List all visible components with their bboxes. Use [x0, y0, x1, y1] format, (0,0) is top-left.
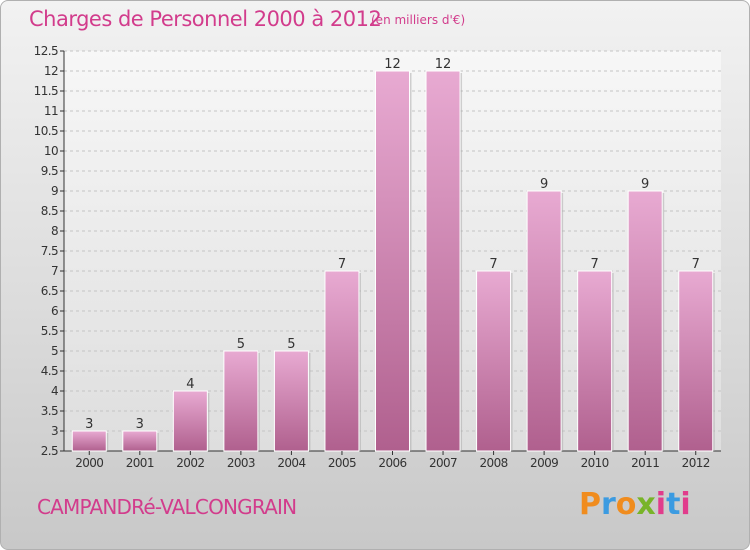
y-tick-label: 7.5 [41, 244, 58, 258]
data-label: 5 [287, 337, 295, 352]
x-tick-label: 2007 [429, 456, 457, 470]
data-label: 4 [186, 377, 194, 392]
bar [273, 350, 309, 452]
bar [71, 430, 107, 452]
bar [375, 70, 410, 452]
data-label: 12 [384, 57, 401, 72]
x-tick-label: 2010 [581, 456, 609, 470]
data-label: 7 [489, 257, 497, 272]
bar [122, 430, 158, 452]
y-tick-label: 6 [51, 304, 58, 318]
proxiti-logo: Proxiti [579, 487, 691, 522]
y-tick-label: 4.5 [41, 364, 58, 378]
data-label: 9 [540, 177, 548, 192]
x-tick-label: 2004 [277, 456, 305, 470]
x-tick-label: 2011 [631, 456, 659, 470]
logo-letter: r [601, 487, 616, 522]
y-tick-label: 2.5 [41, 444, 58, 458]
chart-unit: (en milliers d'€) [371, 13, 466, 27]
logo-letter: x [636, 487, 656, 522]
bar [627, 190, 663, 452]
y-tick-label: 4 [51, 384, 58, 398]
y-tick-label: 6.5 [41, 284, 58, 298]
data-label: 5 [237, 337, 245, 352]
bar [172, 390, 208, 452]
x-tick-label: 2009 [530, 456, 558, 470]
y-tick-label: 10 [44, 144, 58, 158]
data-label: 7 [692, 257, 700, 272]
x-tick-label: 2001 [126, 456, 154, 470]
y-tick-label: 10.5 [34, 124, 58, 138]
bar [526, 190, 562, 452]
x-tick-label: 2005 [328, 456, 356, 470]
x-tick-label: 2002 [176, 456, 204, 470]
chart-title: Charges de Personnel 2000 à 2012 [29, 7, 382, 31]
y-tick-label: 3.5 [41, 404, 58, 418]
x-tick-label: 2008 [480, 456, 508, 470]
x-tick-label: 2012 [682, 456, 710, 470]
data-label: 7 [591, 257, 599, 272]
y-tick-label: 8.5 [41, 204, 58, 218]
y-tick-label: 9 [51, 184, 58, 198]
y-tick-label: 5 [51, 344, 58, 358]
data-label: 9 [641, 177, 649, 192]
y-tick-label: 12 [44, 64, 58, 78]
bar [476, 270, 512, 452]
y-tick-label: 12.5 [34, 44, 58, 58]
bar [678, 270, 714, 452]
data-label: 12 [435, 57, 452, 72]
commune-name: CAMPANDRé-VALCONGRAIN [37, 495, 297, 519]
x-tick-label: 2003 [227, 456, 255, 470]
y-tick-label: 7 [51, 264, 58, 278]
logo-letter: i [680, 487, 691, 522]
logo-letter: i [655, 487, 667, 522]
bar [577, 270, 613, 452]
y-tick-label: 3 [51, 424, 58, 438]
logo-letter: o [615, 487, 637, 522]
data-label: 3 [85, 417, 93, 432]
bar [223, 350, 259, 452]
bar [324, 270, 360, 452]
y-tick-label: 5.5 [41, 324, 58, 338]
x-tick-label: 2006 [378, 456, 406, 470]
data-label: 7 [338, 257, 346, 272]
y-tick-label: 11.5 [34, 84, 58, 98]
y-tick-label: 8 [51, 224, 58, 238]
data-label: 3 [136, 417, 144, 432]
logo-letter: P [579, 487, 601, 522]
x-tick-label: 2000 [75, 456, 103, 470]
y-tick-label: 9.5 [41, 164, 58, 178]
y-tick-label: 11 [44, 104, 58, 118]
logo-letter: t [666, 487, 681, 522]
bar [425, 70, 461, 452]
